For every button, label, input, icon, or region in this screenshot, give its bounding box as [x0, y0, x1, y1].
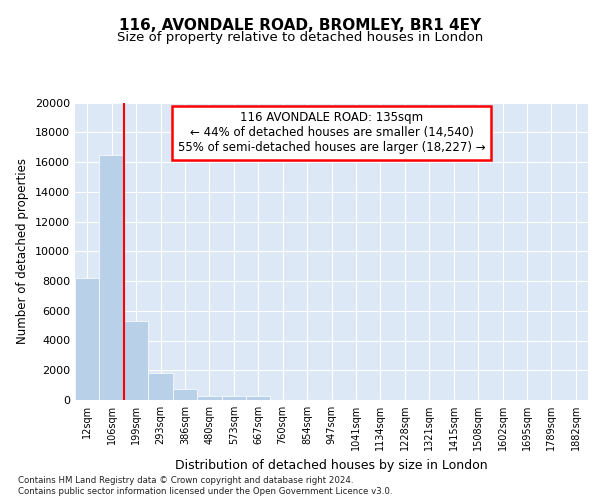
Bar: [100, 154, 124, 400]
Bar: [221, 396, 246, 400]
Text: 116, AVONDALE ROAD, BROMLEY, BR1 4EY: 116, AVONDALE ROAD, BROMLEY, BR1 4EY: [119, 18, 481, 32]
X-axis label: Distribution of detached houses by size in London: Distribution of detached houses by size …: [175, 458, 488, 471]
Text: Contains HM Land Registry data © Crown copyright and database right 2024.: Contains HM Land Registry data © Crown c…: [18, 476, 353, 485]
Text: Contains public sector information licensed under the Open Government Licence v3: Contains public sector information licen…: [18, 487, 392, 496]
Bar: [173, 389, 197, 400]
Text: Size of property relative to detached houses in London: Size of property relative to detached ho…: [117, 32, 483, 44]
Y-axis label: Number of detached properties: Number of detached properties: [16, 158, 29, 344]
Bar: [148, 373, 173, 400]
Bar: [124, 321, 148, 400]
Bar: [246, 396, 271, 400]
Bar: [197, 396, 221, 400]
Text: 116 AVONDALE ROAD: 135sqm
← 44% of detached houses are smaller (14,540)
55% of s: 116 AVONDALE ROAD: 135sqm ← 44% of detac…: [178, 112, 485, 154]
Bar: [75, 278, 100, 400]
